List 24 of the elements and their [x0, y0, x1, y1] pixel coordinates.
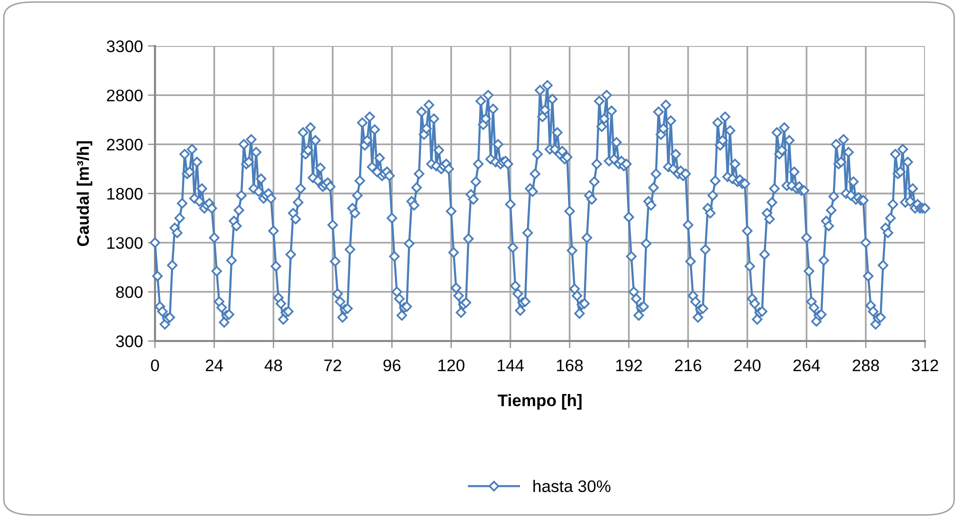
- x-tick-label: 144: [498, 360, 524, 372]
- x-tick-label: 72: [324, 359, 342, 372]
- x-tick-label: 48: [264, 359, 282, 372]
- y-tick-label: 2300: [106, 138, 143, 151]
- x-tick-label: 216: [675, 359, 702, 372]
- x-tick-label: 0: [151, 359, 159, 372]
- y-tick-label: 300: [116, 335, 143, 348]
- x-tick-label: 168: [556, 359, 583, 372]
- x-tick-label: 120: [438, 359, 464, 372]
- x-tick-label: 24: [206, 359, 224, 372]
- x-tick-label: 312: [912, 359, 938, 372]
- x-tick-label: 264: [793, 359, 820, 372]
- x-tick-label: 192: [616, 359, 642, 372]
- x-tick-label: 240: [734, 359, 761, 372]
- y-tick-label: 2800: [106, 90, 143, 102]
- y-tick-label: 3300: [106, 40, 143, 52]
- y-tick-label: 800: [116, 286, 143, 298]
- legend-label: hasta 30%: [533, 480, 610, 492]
- x-axis-title: Tiempo [h]: [498, 394, 582, 410]
- x-tick-label: 288: [852, 359, 879, 372]
- y-tick-label: 1800: [107, 188, 143, 200]
- x-tick-label: 96: [383, 359, 400, 372]
- y-axis-title: Caudal [m³/h]: [76, 141, 92, 246]
- y-tick-label: 1300: [107, 237, 143, 249]
